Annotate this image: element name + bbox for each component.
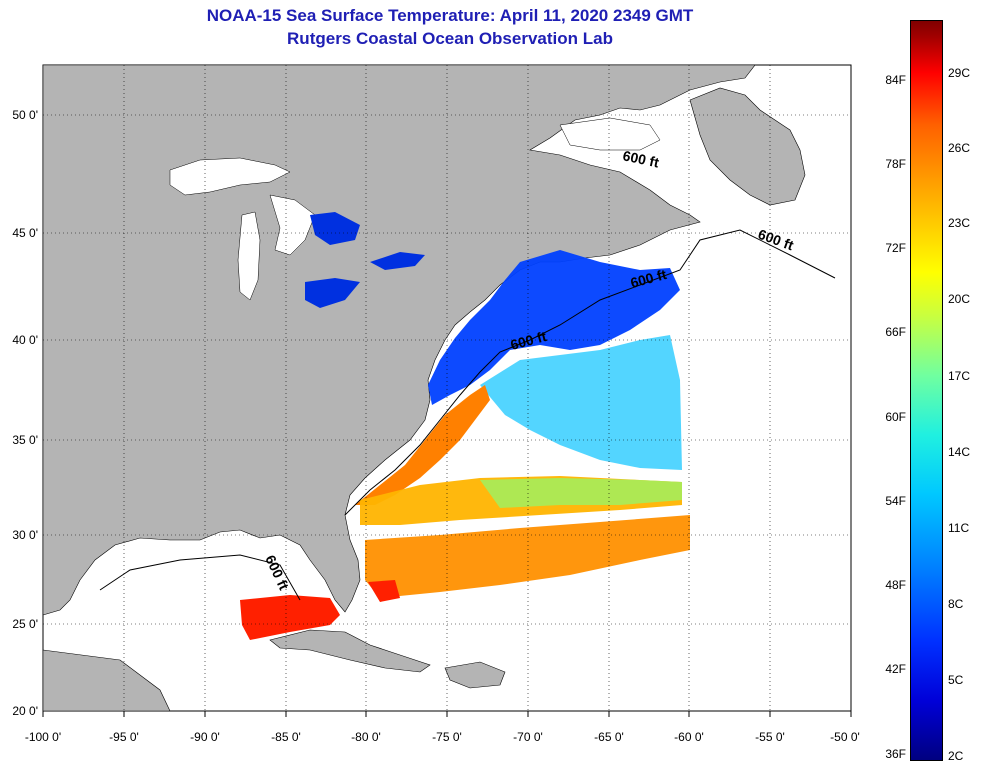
colorbar-f-label: 36F: [885, 747, 906, 761]
land-newfoundland: [689, 87, 806, 206]
colorbar-f-label: 78F: [885, 157, 906, 171]
colorbar-c-label: 17C: [948, 369, 971, 383]
lat-label: 35 0': [12, 433, 38, 447]
lon-label: -75 0': [432, 730, 462, 744]
lat-label: 25 0': [12, 617, 38, 631]
lon-label: -50 0': [830, 730, 860, 744]
lake-huron: [269, 194, 316, 256]
colorbar-f-label: 54F: [885, 494, 906, 508]
lat-label: 50 0': [12, 108, 38, 122]
map-subtitle: Rutgers Coastal Ocean Observation Lab: [287, 29, 613, 48]
lon-label: -85 0': [271, 730, 301, 744]
colorbar-c-label: 23C: [948, 216, 971, 230]
lon-label: -55 0': [755, 730, 785, 744]
lon-label: -65 0': [594, 730, 624, 744]
sst-gulf-stream: [355, 385, 490, 505]
land-hispaniola: [444, 661, 506, 689]
land-cuba: [269, 629, 431, 673]
lat-label: 30 0': [12, 528, 38, 542]
lon-label: -70 0': [513, 730, 543, 744]
sst-green-band: [480, 478, 682, 508]
lon-label: -60 0': [674, 730, 704, 744]
colorbar-f-label: 48F: [885, 578, 906, 592]
sst-lake-cold: [305, 278, 360, 308]
contour-label-1: 600 ft: [621, 147, 660, 170]
colorbar-f-label: 72F: [885, 241, 906, 255]
isobath-600ft: [344, 229, 836, 516]
colorbar-c-label: 20C: [948, 292, 971, 306]
lat-label: 40 0': [12, 333, 38, 347]
colorbar-c-label: 5C: [948, 673, 964, 687]
colorbar-f-label: 60F: [885, 410, 906, 424]
lat-label: 45 0': [12, 226, 38, 240]
colorbar-f-label: 84F: [885, 73, 906, 87]
colorbar-c-label: 8C: [948, 597, 964, 611]
lat-label: 20 0': [12, 704, 38, 718]
temperature-colorbar: [910, 20, 943, 761]
sst-slope-cyan: [480, 335, 682, 470]
lake-michigan: [237, 211, 261, 301]
land-yucatan: [42, 649, 171, 712]
colorbar-c-label: 14C: [948, 445, 971, 459]
lon-label: -100 0': [24, 730, 62, 744]
colorbar-c-label: 11C: [948, 521, 970, 535]
colorbar-c-label: 2C: [948, 749, 964, 763]
colorbar-c-label: 29C: [948, 66, 971, 80]
colorbar-f-label: 66F: [885, 325, 906, 339]
lon-label: -80 0': [351, 730, 381, 744]
sst-warm-band-2: [365, 515, 690, 598]
colorbar-f-label: 42F: [885, 662, 906, 676]
lon-label: -90 0': [190, 730, 220, 744]
map-title: NOAA-15 Sea Surface Temperature: April 1…: [206, 6, 694, 25]
lon-label: -95 0': [109, 730, 139, 744]
sst-gulf-of-mexico-warm: [240, 595, 340, 640]
lake-superior: [169, 157, 291, 196]
colorbar-c-label: 26C: [948, 141, 971, 155]
